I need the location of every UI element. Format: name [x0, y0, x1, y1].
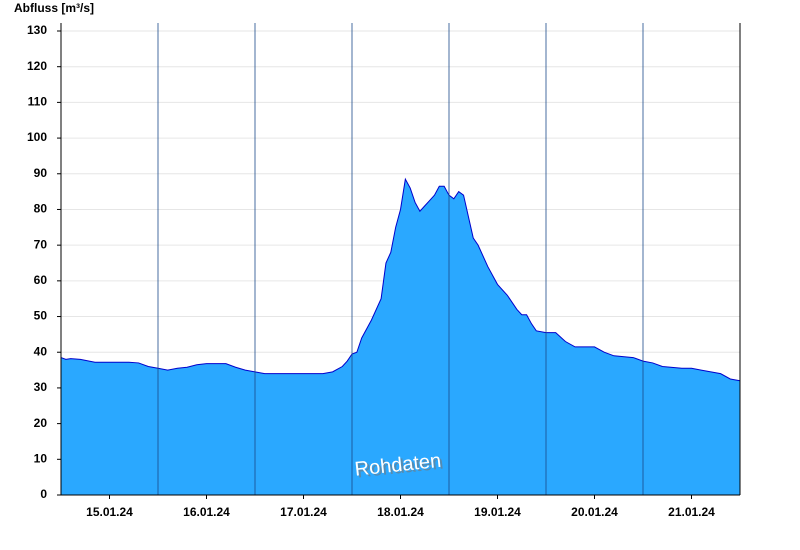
x-tick-label: 21.01.24 [668, 505, 715, 519]
y-tick-label: 80 [34, 202, 48, 216]
y-tick-label: 40 [34, 344, 48, 358]
y-tick-label: 50 [34, 309, 48, 323]
y-tick-label: 70 [34, 237, 48, 251]
line [60, 177, 741, 382]
x-tick-label: 19.01.24 [474, 505, 521, 519]
y-axis-label: Abfluss [m³/s] [14, 1, 94, 15]
y-tick-label: 100 [27, 130, 47, 144]
y-tick-label: 120 [27, 59, 47, 73]
y-tick-label: 90 [34, 166, 48, 180]
x-tick-label: 17.01.24 [280, 505, 327, 519]
x-tick-label: 18.01.24 [377, 505, 424, 519]
area [61, 179, 740, 495]
y-tick-label: 20 [34, 416, 48, 430]
y-tick-label: 0 [40, 487, 47, 501]
y-tick-label: 60 [34, 273, 48, 287]
y-tick-label: 130 [27, 23, 47, 37]
y-tick-label: 30 [34, 380, 48, 394]
y-tick-label: 110 [28, 95, 48, 109]
x-tick-label: 16.01.24 [183, 505, 230, 519]
x-tick-label: 20.01.24 [571, 505, 618, 519]
x-tick-label: 15.01.24 [86, 505, 133, 519]
y-tick-label: 10 [34, 451, 48, 465]
